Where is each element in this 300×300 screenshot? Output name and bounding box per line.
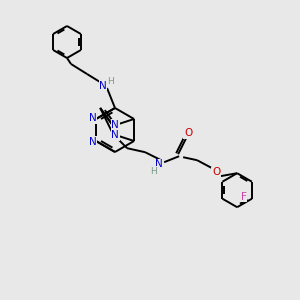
Text: N: N — [99, 81, 107, 91]
Text: N: N — [111, 130, 119, 140]
Text: N: N — [89, 137, 97, 147]
Text: O: O — [184, 128, 192, 138]
Text: H: H — [150, 167, 157, 176]
Text: F: F — [241, 192, 247, 202]
Text: H: H — [108, 76, 114, 85]
Text: N: N — [111, 120, 119, 130]
Text: O: O — [212, 167, 220, 177]
Text: N: N — [89, 113, 97, 123]
Text: N: N — [155, 159, 163, 169]
